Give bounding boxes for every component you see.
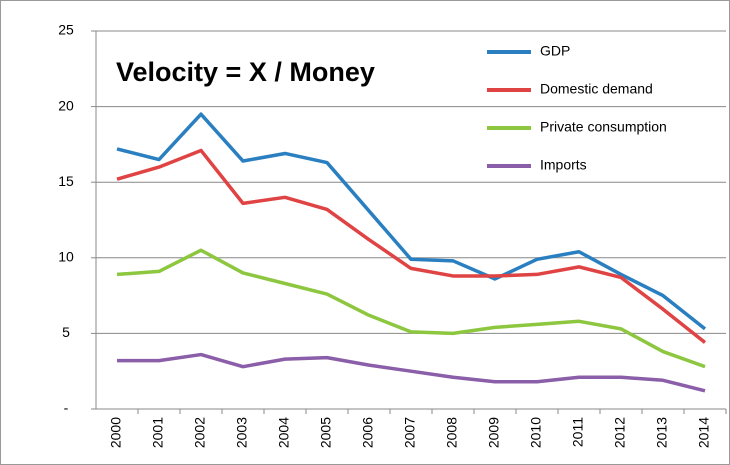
legend-label: Private consumption: [540, 119, 667, 135]
series-line: [116, 148, 707, 344]
x-tick-label: 2014: [696, 417, 712, 448]
y-tick-label: 5: [62, 324, 70, 340]
legend-label: Imports: [540, 157, 587, 173]
y-tick-label: 10: [58, 249, 74, 265]
x-tick-label: 2001: [150, 417, 166, 448]
series-line: [116, 248, 706, 369]
x-tick-label: 2012: [612, 417, 628, 448]
x-tick-label: 2013: [654, 417, 670, 448]
y-tick-label: 25: [58, 22, 74, 38]
x-tick-label: 2009: [486, 417, 502, 448]
x-tick-label: 2004: [276, 417, 292, 448]
x-tick-label: 2011: [570, 417, 586, 447]
series-line: [116, 112, 707, 331]
legend-label: Domestic demand: [540, 81, 653, 97]
x-tick-label: 2010: [528, 417, 544, 448]
legend-label: GDP: [540, 43, 570, 59]
x-tick-label: 2008: [444, 417, 460, 448]
annotation: Velocity = X / Money: [116, 57, 375, 87]
y-tick-label: 15: [58, 173, 74, 189]
x-tick-label: 2006: [360, 417, 376, 448]
x-tick-label: 2002: [192, 417, 208, 448]
x-tick-label: 2005: [318, 417, 334, 448]
y-tick-label: -: [64, 400, 69, 416]
x-tick-label: 2003: [234, 417, 250, 448]
y-tick-label: 20: [58, 97, 74, 113]
x-tick-label: 2000: [108, 417, 124, 448]
x-tick-label: 2007: [402, 417, 418, 448]
series-line: [117, 352, 706, 393]
